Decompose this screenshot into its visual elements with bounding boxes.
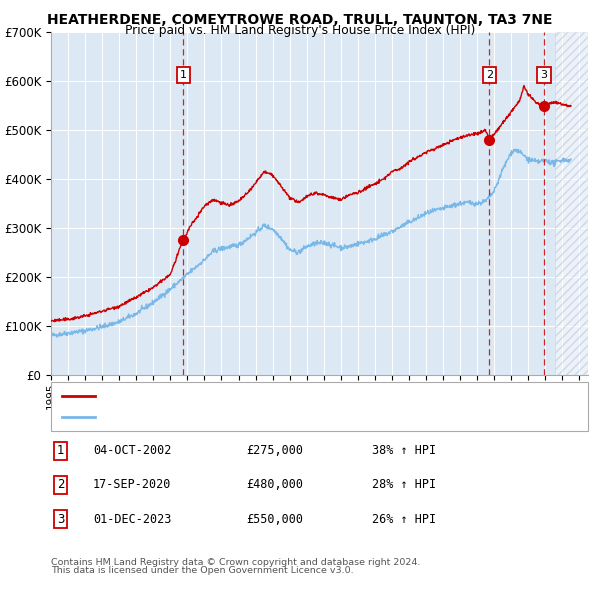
Text: 2: 2 [57,478,64,491]
Text: 28% ↑ HPI: 28% ↑ HPI [372,478,436,491]
Text: HPI: Average price, detached house, Somerset: HPI: Average price, detached house, Some… [102,412,357,422]
Text: 17-SEP-2020: 17-SEP-2020 [93,478,172,491]
Text: 2: 2 [486,70,493,80]
Text: 3: 3 [541,70,548,80]
Text: 38% ↑ HPI: 38% ↑ HPI [372,444,436,457]
Text: HEATHERDENE, COMEYTROWE ROAD, TRULL, TAUNTON, TA3 7NE: HEATHERDENE, COMEYTROWE ROAD, TRULL, TAU… [47,13,553,27]
Text: 01-DEC-2023: 01-DEC-2023 [93,513,172,526]
Text: £550,000: £550,000 [246,513,303,526]
Text: 26% ↑ HPI: 26% ↑ HPI [372,513,436,526]
Text: 3: 3 [57,513,64,526]
Text: 1: 1 [57,444,64,457]
Text: £275,000: £275,000 [246,444,303,457]
Text: 1: 1 [179,70,187,80]
Bar [555,32,588,375]
Text: Contains HM Land Registry data © Crown copyright and database right 2024.: Contains HM Land Registry data © Crown c… [51,558,421,567]
Text: Price paid vs. HM Land Registry's House Price Index (HPI): Price paid vs. HM Land Registry's House … [125,24,475,37]
Text: 04-OCT-2002: 04-OCT-2002 [93,444,172,457]
Text: £480,000: £480,000 [246,478,303,491]
Text: HEATHERDENE, COMEYTROWE ROAD, TRULL, TAUNTON, TA3 7NE (detached house): HEATHERDENE, COMEYTROWE ROAD, TRULL, TAU… [102,391,559,401]
Text: This data is licensed under the Open Government Licence v3.0.: This data is licensed under the Open Gov… [51,566,353,575]
